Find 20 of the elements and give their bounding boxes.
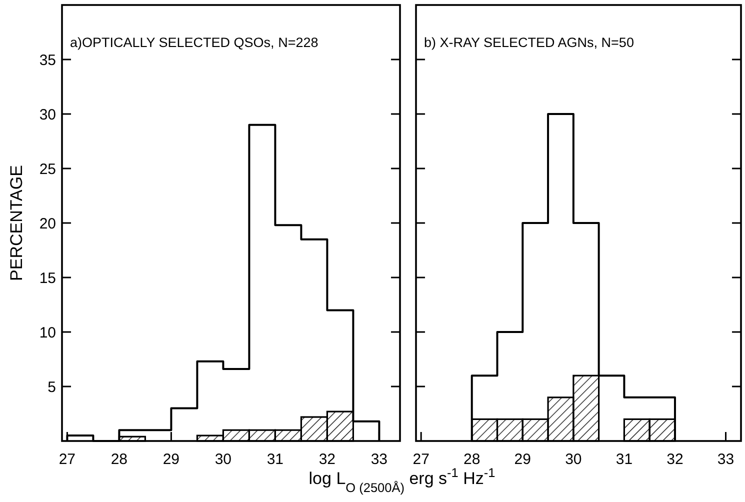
text: a)OPTICALLY SELECTED QSOs, N=228 xyxy=(70,35,318,50)
y-tick-label: 15 xyxy=(39,270,56,287)
y-tick-label: 5 xyxy=(48,378,56,396)
x-tick-label: 29 xyxy=(162,451,180,468)
y-axis-title: PERCENTAGE xyxy=(7,165,26,281)
x-tick-label: 33 xyxy=(717,451,734,468)
x-tick-label: 28 xyxy=(110,451,128,468)
x-tick-label: 30 xyxy=(214,451,232,468)
y-tick-label: 35 xyxy=(39,52,56,69)
x-tick-label: 32 xyxy=(666,451,684,468)
x-tick-label: 31 xyxy=(266,451,284,468)
y-tick-label: 20 xyxy=(39,215,56,232)
x-tick-label: 29 xyxy=(514,451,531,468)
y-tick-label: 25 xyxy=(39,160,56,178)
x-tick-label: 31 xyxy=(616,451,633,468)
y-tick-label: 30 xyxy=(39,106,56,124)
y-tick-label: 10 xyxy=(39,324,56,342)
text: b) X-RAY SELECTED AGNs, N=50 xyxy=(424,35,634,50)
x-tick-label: 27 xyxy=(58,451,76,468)
x-tick-label: 30 xyxy=(565,451,582,468)
